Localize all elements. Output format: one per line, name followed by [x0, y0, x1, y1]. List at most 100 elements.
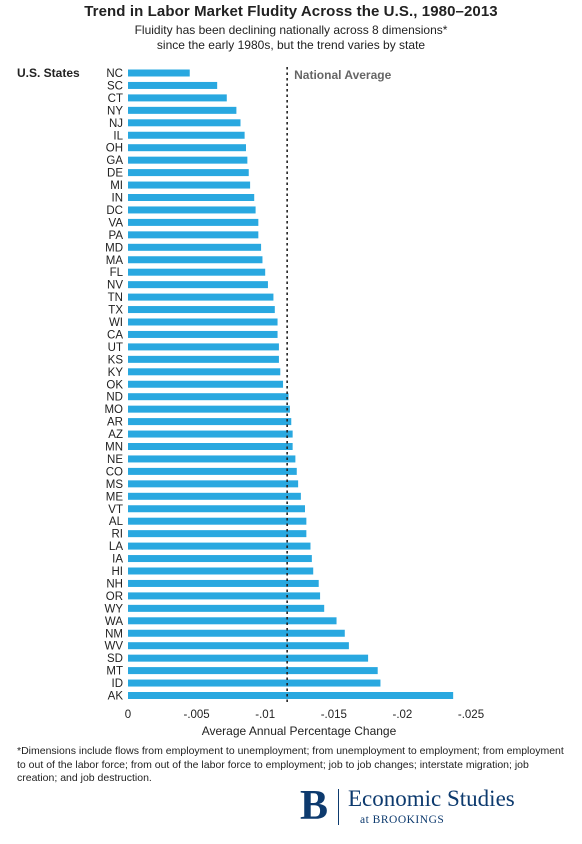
bar-nh — [128, 579, 319, 587]
bar-az — [128, 430, 293, 438]
x-tick-label: -.025 — [458, 709, 484, 721]
category-label-tn: TN — [108, 292, 123, 304]
bar-wa — [128, 617, 337, 625]
bar-fl — [128, 268, 266, 276]
category-label-ia: IA — [112, 554, 123, 566]
category-label-mn: MN — [105, 442, 123, 454]
chart-subtitle-line1: Fluidity has been declining nationally a… — [134, 23, 448, 37]
bar-va — [128, 218, 259, 226]
bar-md — [128, 243, 262, 251]
y-axis-title: U.S. States — [17, 66, 80, 80]
category-label-tx: TX — [108, 305, 123, 317]
x-tick-label: -.01 — [255, 709, 275, 721]
bar-ar — [128, 418, 292, 426]
bar-ma — [128, 256, 263, 264]
category-label-vt: VT — [108, 504, 123, 516]
x-axis: 0 -.005 -.01 -.015 -.02 -.025 — [125, 709, 484, 721]
bar-chart: NCSCCTNYNJILOHGADEMIINDCVAPAMDMAFLNVTNTX… — [17, 66, 484, 738]
category-label-ky: KY — [108, 367, 124, 379]
bar-tx — [128, 306, 275, 314]
bar-mn — [128, 443, 293, 450]
category-label-il: IL — [113, 130, 123, 142]
brookings-logo[interactable]: B Economic Studies at BROOKINGS — [300, 783, 570, 833]
category-label-mt: MT — [106, 666, 123, 678]
x-tick-label: -.015 — [321, 709, 347, 721]
bar-dc — [128, 206, 256, 214]
national-average-label: National Average — [294, 68, 391, 82]
category-label-va: VA — [109, 217, 124, 229]
logo-title: Economic Studies — [348, 786, 515, 811]
category-label-in: IN — [112, 193, 124, 205]
bar-pa — [128, 231, 259, 239]
bar-ky — [128, 368, 281, 376]
bar-ak — [128, 692, 454, 699]
category-label-nc: NC — [106, 68, 123, 80]
bar-id — [128, 679, 381, 687]
category-label-nh: NH — [106, 578, 123, 590]
category-label-wv: WV — [104, 641, 123, 653]
bar-mo — [128, 405, 290, 413]
category-label-wy: WY — [104, 603, 123, 615]
bar-ok — [128, 380, 284, 388]
bar-ia — [128, 555, 312, 563]
bar-wi — [128, 318, 278, 326]
category-label-az: AZ — [108, 429, 123, 441]
bar-ca — [128, 330, 278, 338]
bar-nv — [128, 281, 268, 289]
category-label-ri: RI — [112, 529, 124, 541]
category-label-id: ID — [112, 678, 124, 690]
bar-ri — [128, 530, 307, 538]
category-label-ok: OK — [106, 379, 123, 391]
category-label-pa: PA — [109, 230, 124, 242]
bar-ks — [128, 355, 279, 363]
bar-ny — [128, 106, 237, 114]
category-label-hi: HI — [112, 566, 124, 578]
category-label-fl: FL — [110, 267, 124, 279]
category-label-al: AL — [109, 516, 124, 528]
category-label-ks: KS — [108, 354, 124, 366]
bar-ga — [128, 156, 248, 164]
logo-divider — [338, 789, 339, 825]
category-label-ms: MS — [106, 479, 124, 491]
category-label-ut: UT — [108, 342, 123, 354]
bar-nd — [128, 393, 289, 401]
bar-al — [128, 517, 307, 525]
bar-sc — [128, 81, 218, 89]
category-label-sd: SD — [107, 653, 123, 665]
category-label-ca: CA — [107, 329, 123, 341]
category-label-nv: NV — [107, 280, 123, 292]
bar-me — [128, 492, 301, 500]
category-label-ne: NE — [107, 454, 123, 466]
category-label-sc: SC — [107, 80, 123, 92]
bar-ms — [128, 480, 299, 488]
category-labels: NCSCCTNYNJILOHGADEMIINDCVAPAMDMAFLNVTNTX… — [104, 68, 123, 703]
bar-ut — [128, 343, 279, 351]
chart-subtitle-line2: since the early 1980s, but the trend var… — [156, 38, 426, 52]
bar-sd — [128, 654, 369, 662]
category-label-or: OR — [106, 591, 123, 603]
category-label-nd: ND — [106, 392, 123, 404]
category-label-wa: WA — [105, 616, 123, 628]
category-label-de: DE — [107, 168, 123, 180]
x-tick-label: -.02 — [392, 709, 412, 721]
bar-vt — [128, 505, 305, 513]
bar-nc — [128, 69, 190, 77]
category-label-dc: DC — [106, 205, 123, 217]
bar-mt — [128, 667, 378, 675]
bar-tn — [128, 293, 274, 301]
bar-oh — [128, 144, 246, 152]
bar-ct — [128, 94, 227, 102]
category-label-me: ME — [106, 491, 124, 503]
category-label-wi: WI — [109, 317, 123, 329]
category-label-ma: MA — [106, 255, 124, 267]
category-label-md: MD — [105, 242, 123, 254]
x-axis-title: Average Annual Percentage Change — [202, 724, 397, 738]
brookings-b-icon: B — [300, 783, 329, 829]
category-label-ny: NY — [107, 105, 123, 117]
category-label-ct: CT — [108, 93, 123, 105]
bar-co — [128, 467, 297, 475]
category-label-mi: MI — [110, 180, 123, 192]
bar-de — [128, 169, 249, 177]
bar-la — [128, 542, 311, 550]
category-label-oh: OH — [106, 143, 123, 155]
